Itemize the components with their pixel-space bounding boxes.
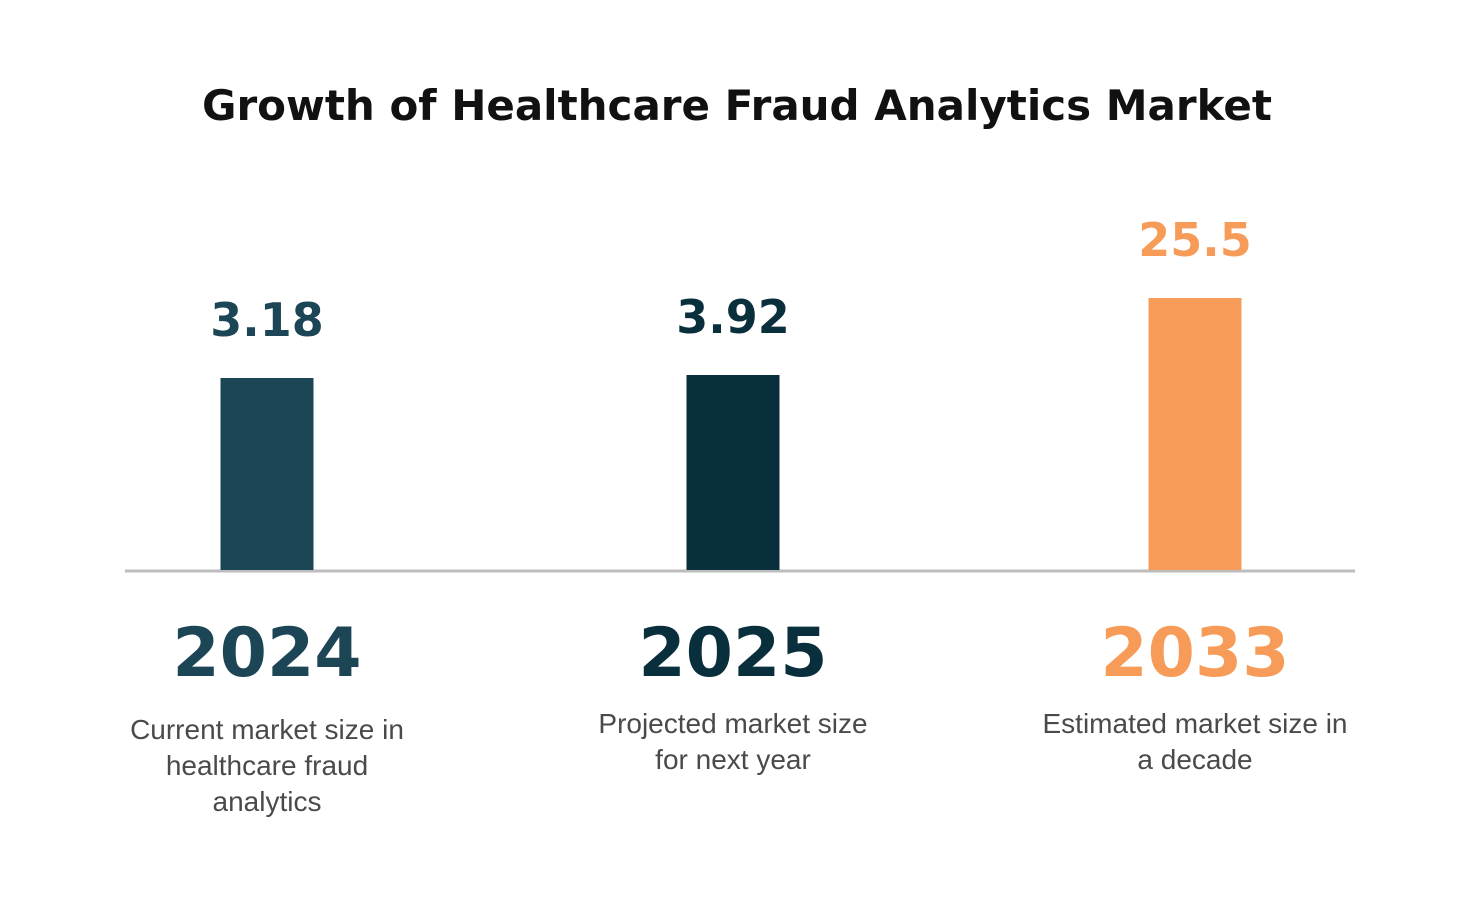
value-label-2024: 3.18 [210, 293, 324, 347]
category-label-2024: 2024 [172, 614, 361, 693]
value-label-2033: 25.5 [1138, 213, 1252, 267]
description-line-2033-1: Estimated market size in [1043, 708, 1348, 739]
description-line-2024-1: Current market size in [130, 714, 404, 745]
description-line-2025-1: Projected market size [598, 708, 867, 739]
description-line-2025-2: for next year [655, 744, 811, 775]
bars-group [220, 298, 1242, 570]
chart-title: Growth of Healthcare Fraud Analytics Mar… [202, 81, 1272, 130]
category-label-2033: 2033 [1100, 614, 1289, 693]
bar-2025 [686, 375, 780, 570]
labels-group: 3.18 2024 Current market size in healthcare… [130, 213, 1347, 817]
description-line-2033-2: a decade [1137, 744, 1252, 775]
description-line-2024-2: healthcare fraud [166, 750, 368, 781]
bar-2024 [220, 378, 314, 570]
value-label-2025: 3.92 [676, 290, 790, 344]
description-line-2024-3: analytics [213, 786, 322, 817]
bar-2033 [1148, 298, 1242, 570]
category-label-2025: 2025 [638, 614, 827, 693]
